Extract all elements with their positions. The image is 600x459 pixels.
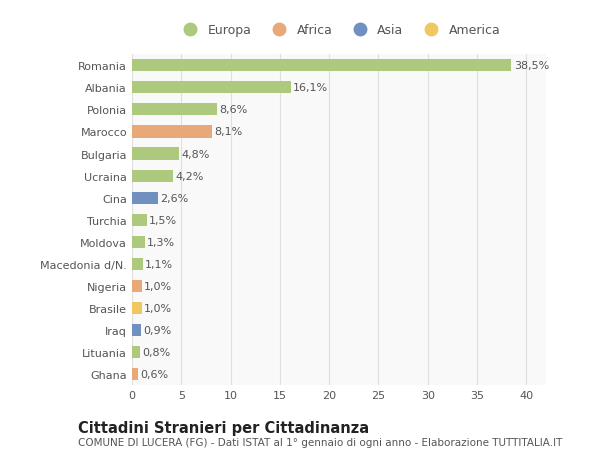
Bar — [132, 236, 145, 248]
Text: 0,9%: 0,9% — [143, 325, 172, 336]
Text: 1,1%: 1,1% — [145, 259, 173, 269]
Text: 1,3%: 1,3% — [147, 237, 175, 247]
Text: Cittadini Stranieri per Cittadinanza: Cittadini Stranieri per Cittadinanza — [78, 420, 369, 435]
Bar — [132, 325, 141, 336]
Bar — [132, 126, 212, 138]
Text: 4,2%: 4,2% — [176, 171, 204, 181]
Text: 8,6%: 8,6% — [219, 105, 247, 115]
Bar — [132, 369, 138, 381]
Bar — [132, 280, 142, 292]
Text: 0,6%: 0,6% — [140, 369, 169, 380]
Text: 8,1%: 8,1% — [214, 127, 242, 137]
Text: 1,0%: 1,0% — [145, 303, 172, 313]
Bar — [132, 347, 140, 358]
Text: 38,5%: 38,5% — [514, 61, 549, 71]
Bar — [132, 104, 217, 116]
Bar — [132, 258, 143, 270]
Text: 0,8%: 0,8% — [142, 347, 170, 358]
Text: 4,8%: 4,8% — [182, 149, 210, 159]
Text: COMUNE DI LUCERA (FG) - Dati ISTAT al 1° gennaio di ogni anno - Elaborazione TUT: COMUNE DI LUCERA (FG) - Dati ISTAT al 1°… — [78, 437, 562, 447]
Bar — [132, 170, 173, 182]
Text: 16,1%: 16,1% — [293, 83, 328, 93]
Bar — [132, 148, 179, 160]
Bar — [132, 60, 511, 72]
Legend: Europa, Africa, Asia, America: Europa, Africa, Asia, America — [175, 22, 503, 39]
Text: 1,0%: 1,0% — [145, 281, 172, 291]
Bar — [132, 82, 290, 94]
Bar — [132, 302, 142, 314]
Text: 1,5%: 1,5% — [149, 215, 178, 225]
Text: 2,6%: 2,6% — [160, 193, 188, 203]
Bar — [132, 192, 158, 204]
Bar — [132, 214, 147, 226]
